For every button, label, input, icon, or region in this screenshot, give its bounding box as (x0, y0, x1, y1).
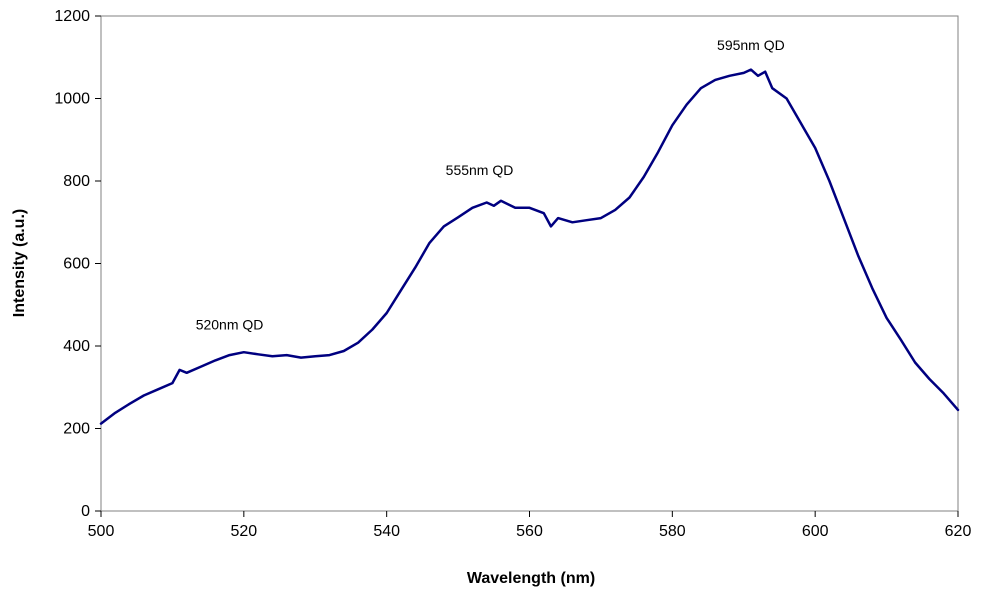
y-tick-label: 1000 (54, 91, 90, 108)
plot-layer: 500 520 540 560 580 600 620 0 200 400 600 800 1000 12… (54, 8, 971, 540)
peak-annotation: 555nm QD (446, 162, 514, 178)
y-tick-label: 800 (63, 173, 90, 190)
x-tick-label: 620 (945, 523, 972, 540)
y-tick-label: 400 (63, 338, 90, 355)
y-tick-label: 600 (63, 256, 90, 273)
x-tick-label: 580 (659, 523, 686, 540)
x-tick-label: 520 (230, 523, 257, 540)
x-axis-title: Wavelength (nm) (467, 570, 595, 587)
y-axis-title: Intensity (a.u.) (11, 209, 28, 317)
x-tick-label: 560 (516, 523, 543, 540)
series-line-0 (99, 68, 960, 425)
y-tick-label: 0 (81, 503, 90, 520)
x-tick-label: 600 (802, 523, 829, 540)
y-tick-label: 200 (63, 421, 90, 438)
peak-annotation: 595nm QD (717, 37, 785, 53)
y-tick-label: 1200 (54, 8, 90, 25)
plot-frame (100, 15, 959, 512)
peak-annotation: 520nm QD (196, 317, 264, 333)
x-tick-label: 500 (88, 523, 115, 540)
x-tick-label: 540 (373, 523, 400, 540)
